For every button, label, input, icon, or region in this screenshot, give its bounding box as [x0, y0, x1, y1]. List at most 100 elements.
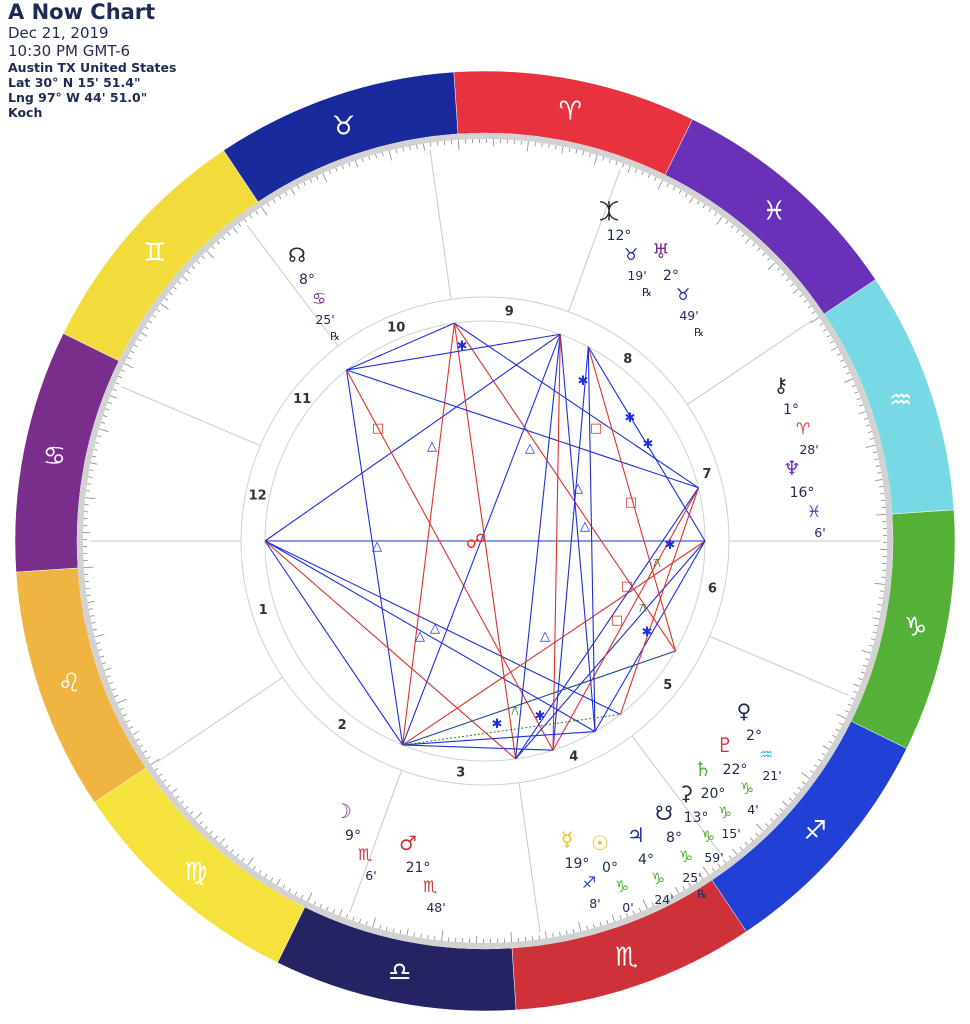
planet-neptune[interactable]: ♆ 16°♓ 6' — [783, 456, 826, 540]
south-node-minutes: 25' — [682, 870, 701, 885]
chiron-sign-icon: ♈ — [796, 419, 810, 438]
house-cusp-2 — [157, 677, 283, 763]
sun-degree: 0° — [602, 860, 618, 876]
pluto-icon: ♇ — [716, 733, 734, 757]
planet-ceres[interactable]: ⚳13°♑59' — [679, 781, 724, 865]
uranus-icon: ♅ — [652, 239, 670, 263]
aspect-square-icon: □ — [372, 421, 384, 436]
venus-degree: 2° — [746, 728, 762, 744]
aspect-line — [402, 334, 561, 746]
planet-saturn[interactable]: ♄ 20°♑ 15' — [694, 757, 741, 841]
planet-south-node[interactable]: ☋ 8°♑ 25' ℞ — [655, 801, 707, 901]
aspect-trine-icon: △ — [415, 629, 425, 644]
south-node-sign-icon: ♑ — [679, 847, 693, 866]
aspect-line — [346, 333, 561, 371]
aspect-line — [587, 346, 706, 542]
chiron-degree: 1° — [783, 402, 799, 418]
planet-moon[interactable]: ☽ 9°♏ 6' — [334, 799, 377, 883]
ceres-sign-icon: ♑ — [701, 827, 715, 846]
aspect-trine-icon: △ — [427, 439, 437, 454]
eris-degree: 12° — [607, 228, 632, 244]
aspect-trine-icon: △ — [573, 481, 583, 496]
house-number-2: 2 — [338, 718, 347, 733]
jupiter-sign-icon: ♑ — [651, 869, 665, 888]
uranus-retrograde: ℞ — [694, 326, 704, 339]
aspect-line — [552, 334, 561, 751]
saturn-sign-icon: ♑ — [718, 803, 732, 822]
neptune-sign-icon: ♓ — [807, 502, 821, 521]
scorpio-sign-icon: ♏ — [615, 943, 638, 973]
saturn-degree: 20° — [701, 786, 726, 802]
aspect-quincunx-icon: ⚻ — [639, 601, 648, 616]
house-cusp-11 — [246, 225, 339, 347]
aspect-line — [346, 369, 554, 751]
planet-venus[interactable]: ♀ 2°♒ 21' — [737, 699, 782, 783]
planet-north-node[interactable]: ☊ 8°♋ 25' ℞ — [288, 243, 340, 343]
planet-pluto[interactable]: ♇ 22°♑ 4' — [716, 733, 759, 817]
house-cusp-10 — [429, 149, 452, 300]
chart-longitude: Lng 97° W 44' 51.0" — [8, 90, 148, 105]
moon-minutes: 6' — [365, 868, 376, 883]
pluto-sign-icon: ♑ — [740, 779, 754, 798]
planet-jupiter[interactable]: ♃ 4°♑ 24' — [627, 823, 674, 907]
moon-degree: 9° — [345, 828, 361, 844]
chart-time: 10:30 PM GMT-6 — [8, 42, 131, 60]
mercury-minutes: 8' — [589, 896, 600, 911]
aspect-line — [552, 487, 699, 751]
aspect-sextile-icon: ✱ — [665, 538, 676, 553]
uranus-sign-icon: ♉ — [676, 285, 690, 304]
aspect-line — [587, 346, 677, 652]
aspect-square-icon: □ — [625, 495, 637, 510]
aspect-line — [515, 540, 706, 760]
mars-degree: 21° — [406, 860, 431, 876]
planet-mercury[interactable]: ☿ 19°♐ 8' — [561, 827, 601, 911]
sun-icon: ☉ — [591, 831, 609, 855]
aspect-sextile-icon: ✱ — [578, 374, 589, 389]
aspect-line — [264, 540, 621, 715]
jupiter-degree: 4° — [638, 852, 654, 868]
venus-minutes: 21' — [762, 768, 781, 783]
aspect-line — [552, 346, 589, 751]
planet-mars[interactable]: ♂ 21°♏ 48' — [399, 831, 446, 915]
ceres-degree: 13° — [684, 810, 709, 826]
aspect-line — [402, 744, 554, 751]
house-number-10: 10 — [387, 321, 405, 336]
mars-sign-icon: ♏ — [423, 877, 437, 896]
chiron-icon: ⚷ — [774, 373, 789, 397]
aspect-sextile-icon: ✱ — [625, 411, 636, 426]
planet-chiron[interactable]: ⚷ 1°♈ 28' — [774, 373, 819, 457]
house-cusp-5 — [631, 735, 724, 857]
south-node-degree: 8° — [666, 830, 682, 846]
planet-sun[interactable]: ☉ 0°♑ 0' — [591, 831, 634, 915]
house-number-8: 8 — [623, 352, 632, 367]
chart-latitude: Lat 30° N 15' 51.4" — [8, 75, 141, 90]
house-cusp-6 — [709, 635, 849, 696]
planet-labels: ☊8°♋25'℞⯰12°♉19'℞♅2°♉49'℞⚷1°♈28'♆16°♓6'♀… — [288, 199, 826, 915]
aquarius-sign-icon: ♒ — [889, 386, 912, 416]
aspect-line — [346, 369, 699, 489]
sun-sign-icon: ♑ — [615, 877, 629, 896]
aspect-line — [619, 487, 699, 715]
aspect-sextile-icon: ✱ — [492, 717, 503, 732]
center-opposition-glyph: ☍ — [466, 529, 486, 553]
aspect-quincunx-icon: ⚻ — [511, 704, 520, 719]
house-cusp-3 — [349, 770, 403, 913]
neptune-icon: ♆ — [783, 456, 801, 480]
house-number-1: 1 — [259, 603, 268, 618]
planet-uranus[interactable]: ♅ 2°♉ 49' ℞ — [652, 239, 704, 339]
planet-eris[interactable]: ⯰ 12°♉ 19' ℞ — [599, 199, 652, 299]
aspect-line — [402, 323, 455, 746]
north-node-icon: ☊ — [288, 243, 306, 267]
virgo-sign-icon: ♍ — [184, 857, 207, 887]
aspect-trine-icon: △ — [372, 539, 382, 554]
aspect-line — [515, 487, 699, 760]
sun-minutes: 0' — [622, 900, 633, 915]
chiron-minutes: 28' — [799, 442, 818, 457]
aspect-line — [559, 334, 596, 732]
south-node-retrograde: ℞ — [697, 888, 707, 901]
mercury-icon: ☿ — [561, 827, 573, 851]
aspect-line-quincunx — [402, 713, 621, 746]
saturn-minutes: 15' — [721, 826, 740, 841]
neptune-degree: 16° — [790, 485, 815, 501]
